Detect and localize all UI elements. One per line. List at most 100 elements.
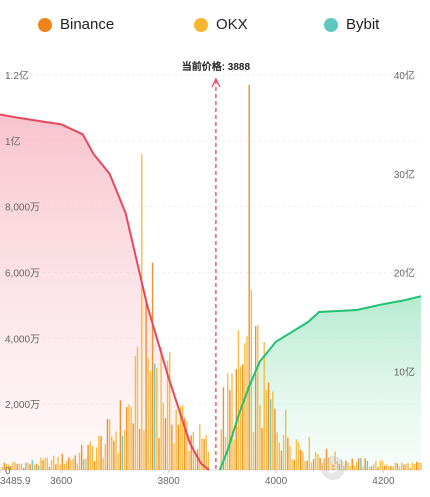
liquidation-bar xyxy=(334,451,336,470)
y-right-tick-label: 20亿 xyxy=(394,267,415,280)
liquidation-bar xyxy=(59,464,61,470)
liquidation-bar xyxy=(5,463,8,470)
liquidation-bar xyxy=(175,409,177,470)
liquidation-bar xyxy=(186,421,188,470)
legend-label-bybit: Bybit xyxy=(346,16,380,33)
liquidation-bar xyxy=(108,419,111,470)
liquidation-bar xyxy=(347,462,349,470)
liquidation-bar xyxy=(179,406,182,470)
liquidation-bar xyxy=(403,464,405,470)
liquidation-bar xyxy=(46,457,49,470)
liquidation-bar xyxy=(7,464,10,470)
liquidation-bar xyxy=(80,444,83,470)
liquidation-bar xyxy=(48,466,51,470)
liquidation-bar xyxy=(351,458,353,470)
liquidation-bar xyxy=(362,466,364,470)
liquidation-bar xyxy=(278,442,280,470)
chart-legend: Binance OKX Bybit xyxy=(0,0,430,50)
liquidation-bar xyxy=(297,442,300,470)
liquidation-bar xyxy=(269,399,272,470)
liquidation-bar xyxy=(102,458,104,470)
liquidation-bar xyxy=(98,435,100,470)
liquidation-bar xyxy=(355,461,358,470)
liquidation-bar xyxy=(194,452,197,470)
liquidation-bar xyxy=(141,154,143,470)
current-price-arrow xyxy=(211,77,221,88)
liquidation-bar xyxy=(190,435,192,470)
liquidation-bar xyxy=(171,424,173,470)
y-left-tick-label: 1.2亿 xyxy=(5,69,29,82)
liquidation-bar xyxy=(265,389,268,470)
liquidation-bar xyxy=(173,443,175,470)
liquidation-bar xyxy=(358,458,360,470)
liquidation-bar xyxy=(147,358,149,470)
liquidation-bar xyxy=(138,428,141,470)
liquidation-bar xyxy=(113,440,115,470)
liquidation-bar xyxy=(119,400,122,470)
x-tick-label: 4200 xyxy=(372,476,395,487)
legend-item-binance[interactable]: Binance xyxy=(38,16,114,33)
liquidation-bar xyxy=(227,373,229,470)
liquidation-bar xyxy=(233,439,235,470)
liquidation-bar xyxy=(87,444,89,470)
liquidation-bar xyxy=(132,423,134,470)
liquidation-bar xyxy=(381,460,384,470)
liquidation-bar xyxy=(257,325,259,470)
current-price-label: 当前价格: 3888 xyxy=(182,60,251,73)
legend-item-okx[interactable]: OKX xyxy=(194,16,248,33)
liquidation-bar xyxy=(413,463,416,470)
legend-dot-binance xyxy=(38,17,52,32)
liquidation-bar xyxy=(203,438,205,470)
liquidation-bar xyxy=(366,460,369,470)
liquidation-bar xyxy=(416,461,418,470)
y-left-tick-label: 1亿 xyxy=(5,135,21,148)
liquidation-bar xyxy=(411,462,414,470)
y-left-tick-label: 0 xyxy=(5,466,11,477)
liquidation-bar xyxy=(392,466,394,470)
liquidation-bar xyxy=(151,262,154,470)
liquidation-bar xyxy=(33,464,36,470)
liquidation-bar xyxy=(315,452,317,470)
liquidation-bar xyxy=(394,462,396,470)
liquidation-bar xyxy=(115,431,117,470)
liquidation-bar xyxy=(145,302,147,470)
liquidation-bar xyxy=(259,404,261,470)
liquidation-bar xyxy=(272,391,274,470)
y-left-tick-label: 6,000万 xyxy=(5,269,40,280)
liquidation-bar xyxy=(130,406,132,470)
liquidation-bar xyxy=(310,462,313,470)
watermark-logo: ₿ xyxy=(321,456,345,480)
liquidation-bar xyxy=(91,445,94,470)
cumulative-short-line xyxy=(218,295,422,471)
liquidation-bar xyxy=(360,458,362,470)
liquidation-bar xyxy=(20,463,23,470)
x-tick-label: 3800 xyxy=(158,476,181,487)
liquidation-bar xyxy=(368,466,371,470)
liquidation-bar xyxy=(336,461,338,470)
liquidation-bar xyxy=(55,464,57,470)
liquidation-bar xyxy=(169,352,171,470)
liquidation-bar xyxy=(373,464,375,470)
liquidation-bar xyxy=(263,342,265,470)
liquidation-bar xyxy=(160,347,162,470)
liquidation-bar xyxy=(72,458,74,470)
liquidation-bar xyxy=(342,466,345,470)
liquidation-bar xyxy=(128,404,130,470)
liquidation-bar xyxy=(181,405,184,470)
legend-item-bybit[interactable]: Bybit xyxy=(324,16,379,33)
x-tick-label: 3600 xyxy=(50,476,73,487)
y-right-tick-label: 10亿 xyxy=(394,365,415,378)
liquidation-bar xyxy=(244,343,246,470)
y-left-tick-label: 4,000万 xyxy=(5,334,40,345)
liquidation-bar xyxy=(57,456,59,470)
liquidation-bar xyxy=(65,461,68,470)
liquidation-bar xyxy=(349,465,351,470)
liquidation-bar xyxy=(293,459,295,470)
liquidation-bar xyxy=(364,458,366,470)
liquidation-bar xyxy=(252,432,255,470)
liquidation-bar xyxy=(104,443,106,470)
liquidation-bar xyxy=(242,364,244,470)
liquidation-bar xyxy=(106,419,109,470)
liquidation-bar xyxy=(40,457,42,470)
